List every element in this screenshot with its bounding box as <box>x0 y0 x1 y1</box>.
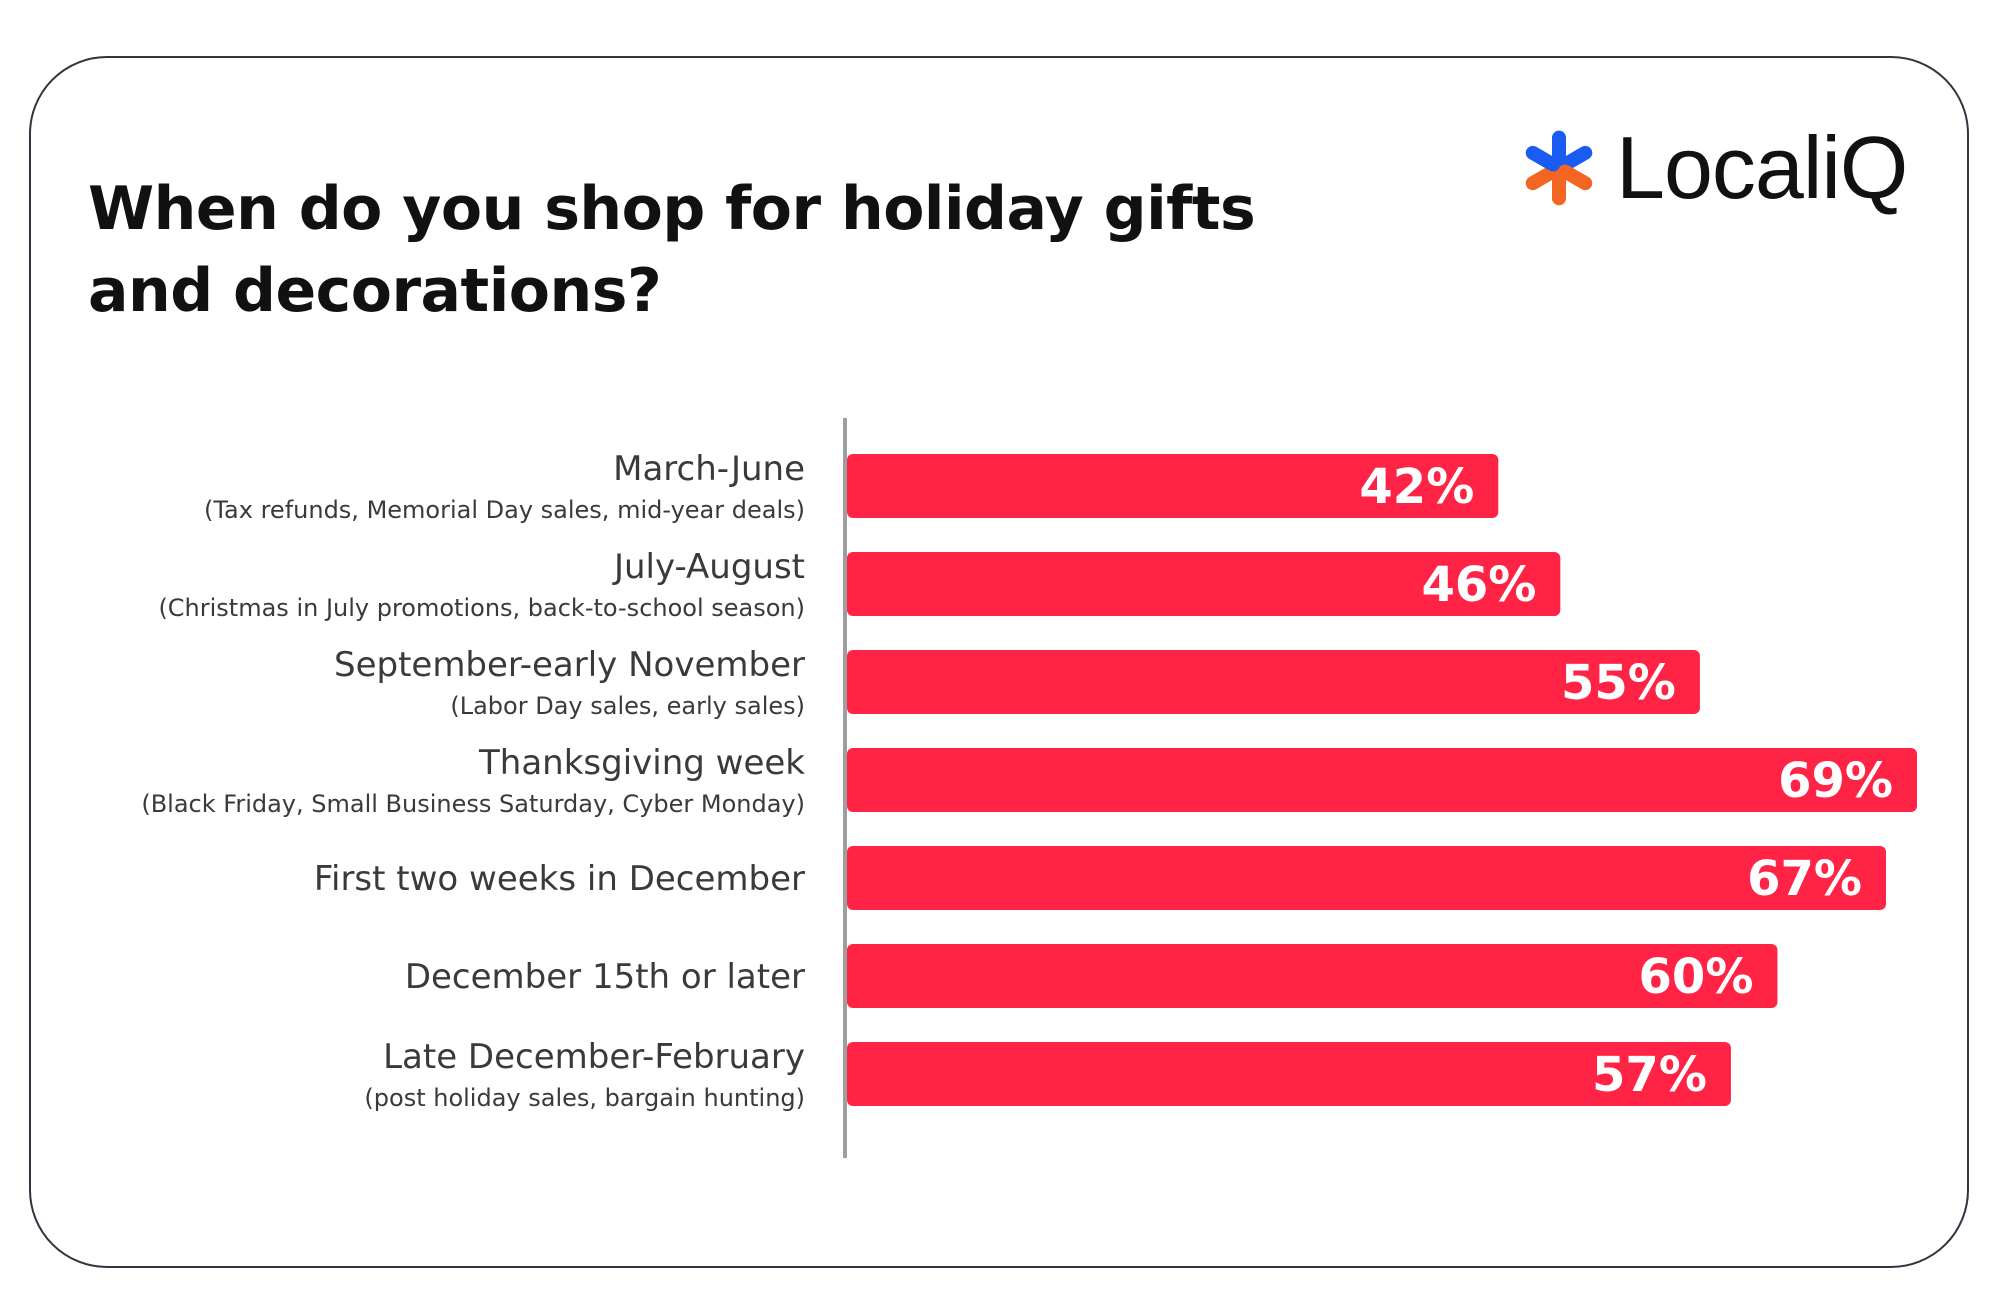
bar-value-label: 67% <box>1747 851 1862 907</box>
category-label: March-June <box>613 449 805 489</box>
bar <box>847 1042 1731 1106</box>
logo-arm <box>1525 145 1560 172</box>
bar <box>847 944 1778 1008</box>
category-label: July-August <box>612 547 805 587</box>
category-label: Thanksgiving week <box>478 743 805 783</box>
category-note: (Labor Day sales, early sales) <box>450 692 805 720</box>
category-label: December 15th or later <box>405 957 805 997</box>
bar-value-label: 46% <box>1421 557 1536 613</box>
bar-value-label: 60% <box>1639 949 1754 1005</box>
category-note: (Black Friday, Small Business Saturday, … <box>141 790 805 818</box>
logo-wordmark: LocaliQ <box>1616 118 1908 217</box>
category-note: (Tax refunds, Memorial Day sales, mid-ye… <box>204 496 805 524</box>
bars-layer: 42% March-June (Tax refunds, Memorial Day … <box>141 449 1917 1112</box>
localiq-asterisk-icon <box>1525 130 1593 206</box>
bar <box>847 846 1886 910</box>
bar-value-label: 55% <box>1561 655 1676 711</box>
bar <box>847 552 1561 616</box>
category-label: September-early November <box>334 645 805 685</box>
category-note: (Christmas in July promotions, back-to-s… <box>158 594 805 622</box>
category-label: Late December-February <box>383 1037 805 1077</box>
bar <box>847 748 1917 812</box>
bar-value-label: 57% <box>1592 1047 1707 1103</box>
chart-title: When do you shop for holiday gifts and d… <box>88 174 1256 326</box>
bar <box>847 454 1499 518</box>
localiq-logo: LocaliQ <box>1520 118 1908 218</box>
logo-arm <box>1558 164 1593 191</box>
category-note: (post holiday sales, bargain hunting) <box>364 1084 805 1112</box>
bar <box>847 650 1700 714</box>
bar-value-label: 69% <box>1778 753 1893 809</box>
bar-value-label: 42% <box>1359 459 1474 515</box>
category-label: First two weeks in December <box>314 859 805 899</box>
